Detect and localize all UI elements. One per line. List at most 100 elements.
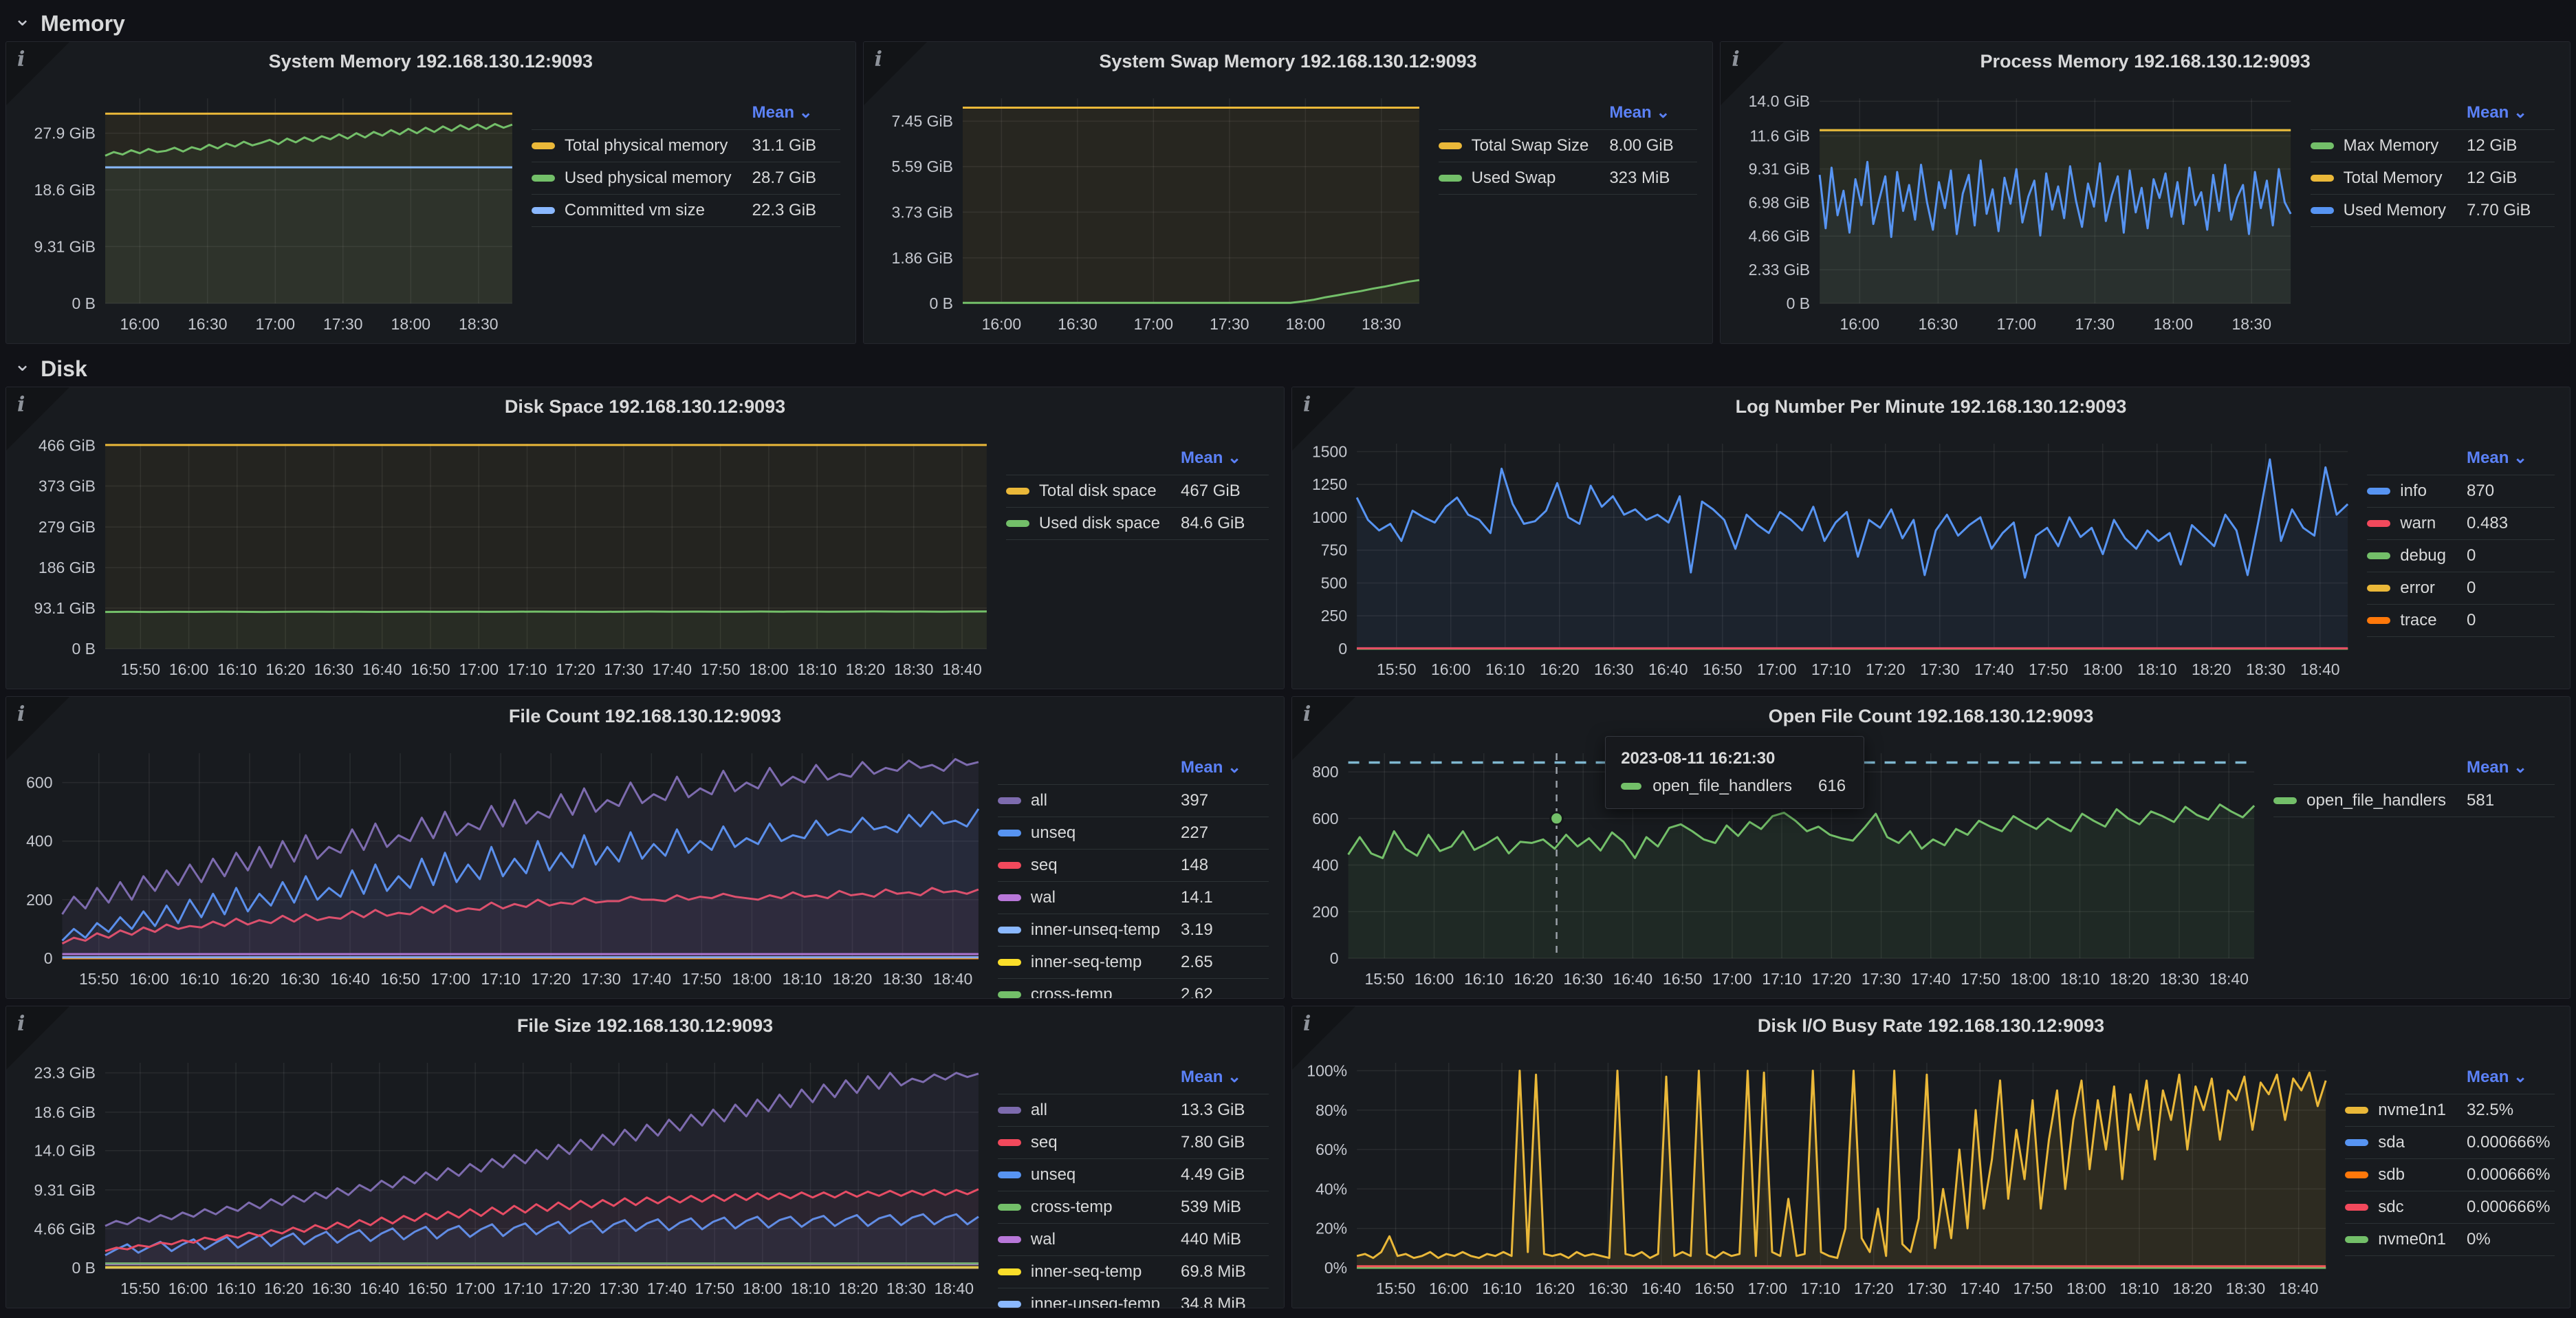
legend-series-label: sdb <box>2378 1165 2405 1185</box>
legend-series-toggle[interactable]: Used Swap <box>1439 169 1610 188</box>
legend: Mean ⌄all397unseq227seq148wal14.1inner-u… <box>994 735 1276 995</box>
legend-series-toggle[interactable]: nvme1n1 <box>2345 1101 2467 1120</box>
time-series-chart[interactable]: 15:5016:0016:1016:2016:3016:4016:5017:00… <box>12 426 1002 686</box>
time-series-chart[interactable]: 16:0016:3017:0017:3018:0018:300 B2.33 Gi… <box>1726 80 2306 341</box>
legend-series-label: seq <box>1031 856 1058 875</box>
legend-series-toggle[interactable]: sda <box>2345 1133 2467 1152</box>
time-series-chart[interactable]: 15:5016:0016:1016:2016:3016:4016:5017:00… <box>1298 426 2363 686</box>
legend-mean-header[interactable]: Mean ⌄ <box>1181 753 1269 785</box>
legend-series-toggle[interactable]: inner-unseq-temp <box>998 1295 1181 1308</box>
panel-info-corner[interactable]: i <box>6 387 69 451</box>
legend-series-toggle[interactable]: wal <box>998 888 1181 907</box>
legend-mean-header[interactable]: Mean ⌄ <box>2467 753 2555 785</box>
svg-text:18:40: 18:40 <box>935 1279 974 1297</box>
panel-info-corner[interactable]: i <box>864 42 927 105</box>
time-series-chart[interactable]: 16:0016:3017:0017:3018:0018:300 B1.86 Gi… <box>869 80 1434 341</box>
legend-series-toggle[interactable]: Used Memory <box>2311 201 2467 220</box>
svg-text:17:10: 17:10 <box>503 1279 543 1297</box>
legend-row: error0 <box>2367 572 2555 605</box>
legend-series-toggle[interactable]: unseq <box>998 1165 1181 1185</box>
legend-series-toggle[interactable]: seq <box>998 856 1181 875</box>
time-series-chart[interactable]: 15:5016:0016:1016:2016:3016:4016:5017:00… <box>1298 1045 2341 1305</box>
panel-title[interactable]: Disk Space 192.168.130.12:9093 <box>6 387 1284 426</box>
legend-mean-header[interactable]: Mean ⌄ <box>2467 98 2555 130</box>
legend-mean-header[interactable]: Mean ⌄ <box>1181 444 1269 475</box>
panel-info-corner[interactable]: i <box>1292 697 1355 760</box>
legend-series-toggle[interactable]: Used physical memory <box>532 169 752 188</box>
legend-mean-header[interactable]: Mean ⌄ <box>752 98 840 130</box>
legend-series-toggle[interactable]: trace <box>2367 611 2467 630</box>
section-row-memory[interactable]: ⌄ Memory <box>6 6 2570 41</box>
time-series-chart[interactable]: 15:5016:0016:1016:2016:3016:4016:5017:00… <box>12 735 994 995</box>
legend-row: all13.3 GiB <box>998 1094 1269 1127</box>
legend-series-toggle[interactable]: info <box>2367 482 2467 501</box>
legend-series-label: unseq <box>1031 823 1076 843</box>
info-icon: i <box>17 702 25 726</box>
panel-title[interactable]: File Count 192.168.130.12:9093 <box>6 697 1284 735</box>
legend-series-label: sda <box>2378 1133 2405 1152</box>
panel-info-corner[interactable]: i <box>6 697 69 760</box>
time-series-chart[interactable]: 15:5016:0016:1016:2016:3016:4016:5017:00… <box>12 1045 994 1305</box>
legend-series-value: 0 <box>2467 572 2555 605</box>
legend-series-toggle[interactable]: Total Memory <box>2311 169 2467 188</box>
legend-mean-header[interactable]: Mean ⌄ <box>1609 98 1697 130</box>
svg-text:16:00: 16:00 <box>981 315 1021 333</box>
legend-series-value: 0.483 <box>2467 508 2555 540</box>
legend-series-toggle[interactable]: Max Memory <box>2311 136 2467 155</box>
svg-text:373 GiB: 373 GiB <box>39 477 96 495</box>
legend-series-toggle[interactable]: unseq <box>998 823 1181 843</box>
panel-title[interactable]: Log Number Per Minute 192.168.130.12:909… <box>1292 387 2570 426</box>
panel-title[interactable]: System Memory 192.168.130.12:9093 <box>6 42 855 80</box>
legend-series-label: Total Swap Size <box>1472 136 1589 155</box>
legend-series-label: Used Swap <box>1472 169 1556 188</box>
legend-series-toggle[interactable]: warn <box>2367 514 2467 533</box>
legend-series-toggle[interactable]: open_file_handlers <box>2273 791 2467 810</box>
panel-info-corner[interactable]: i <box>1292 387 1355 451</box>
panel-file-size: iFile Size 192.168.130.12:909315:5016:00… <box>6 1006 1285 1308</box>
legend-series-toggle[interactable]: all <box>998 791 1181 810</box>
legend-series-toggle[interactable]: debug <box>2367 546 2467 565</box>
panel-title[interactable]: Disk I/O Busy Rate 192.168.130.12:9093 <box>1292 1006 2570 1045</box>
panel-info-corner[interactable]: i <box>1292 1006 1355 1070</box>
legend-series-toggle[interactable]: Committed vm size <box>532 201 752 220</box>
panel-info-corner[interactable]: i <box>6 42 69 105</box>
legend-series-toggle[interactable]: sdb <box>2345 1165 2467 1185</box>
panel-title[interactable]: Process Memory 192.168.130.12:9093 <box>1721 42 2570 80</box>
legend-series-toggle[interactable]: Total disk space <box>1006 482 1181 501</box>
legend-series-toggle[interactable]: cross-temp <box>998 985 1181 999</box>
svg-text:16:30: 16:30 <box>1594 660 1634 678</box>
legend-series-toggle[interactable]: error <box>2367 579 2467 598</box>
panel-title[interactable]: System Swap Memory 192.168.130.12:9093 <box>864 42 1713 80</box>
legend-series-toggle[interactable]: inner-seq-temp <box>998 953 1181 972</box>
legend-series-toggle[interactable]: Total physical memory <box>532 136 752 155</box>
panel-title[interactable]: File Size 192.168.130.12:9093 <box>6 1006 1284 1045</box>
svg-text:27.9 GiB: 27.9 GiB <box>34 125 96 142</box>
legend-series-toggle[interactable]: inner-seq-temp <box>998 1262 1181 1282</box>
legend-series-toggle[interactable]: wal <box>998 1230 1181 1249</box>
legend-series-toggle[interactable]: all <box>998 1101 1181 1120</box>
legend-mean-header[interactable]: Mean ⌄ <box>2467 444 2555 475</box>
legend-series-toggle[interactable]: nvme0n1 <box>2345 1230 2467 1249</box>
legend-series-toggle[interactable]: sdc <box>2345 1198 2467 1217</box>
panel-info-corner[interactable]: i <box>6 1006 69 1070</box>
svg-text:17:30: 17:30 <box>1920 660 1960 678</box>
svg-text:17:20: 17:20 <box>1854 1279 1894 1297</box>
svg-text:18:10: 18:10 <box>797 660 837 678</box>
legend-series-toggle[interactable]: seq <box>998 1133 1181 1152</box>
time-series-chart[interactable]: 16:0016:3017:0017:3018:0018:300 B9.31 Gi… <box>12 80 527 341</box>
svg-text:16:00: 16:00 <box>169 660 209 678</box>
legend-mean-header[interactable]: Mean ⌄ <box>1181 1063 1269 1094</box>
legend-mean-header[interactable]: Mean ⌄ <box>2467 1063 2555 1094</box>
legend-series-toggle[interactable]: cross-temp <box>998 1198 1181 1217</box>
legend-row: debug0 <box>2367 540 2555 572</box>
panel-info-corner[interactable]: i <box>1721 42 1784 105</box>
legend-series-toggle[interactable]: Total Swap Size <box>1439 136 1610 155</box>
section-row-disk[interactable]: ⌄ Disk <box>6 351 2570 387</box>
legend-series-label: sdc <box>2378 1198 2403 1217</box>
legend-series-label: Total Memory <box>2344 169 2443 188</box>
svg-text:6.98 GiB: 6.98 GiB <box>1749 194 1811 212</box>
legend-series-toggle[interactable]: Used disk space <box>1006 514 1181 533</box>
svg-text:20%: 20% <box>1316 1220 1347 1238</box>
panel-title[interactable]: Open File Count 192.168.130.12:9093 <box>1292 697 2570 735</box>
legend-series-toggle[interactable]: inner-unseq-temp <box>998 920 1181 940</box>
